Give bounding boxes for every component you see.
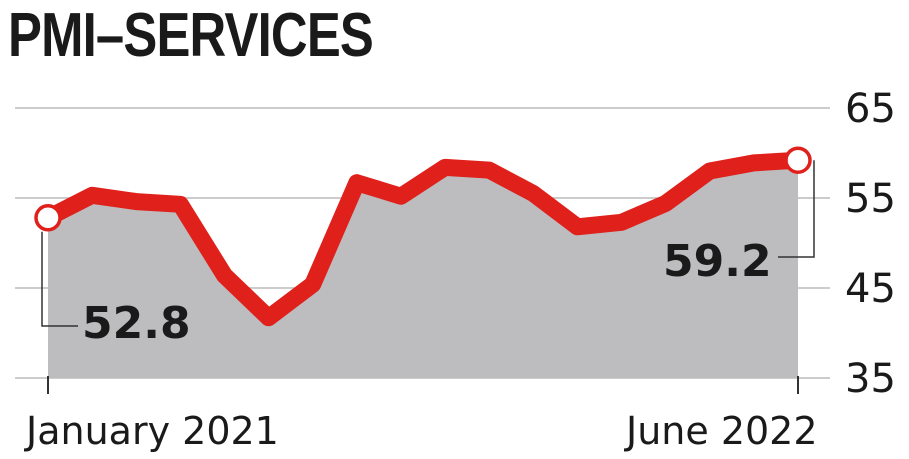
y-tick-labels: 65 55 45 35 (845, 86, 896, 402)
annotation-label: 59.2 (663, 236, 772, 287)
series-line (39, 151, 807, 327)
point-markers (34, 146, 812, 232)
annotation-leader (41, 231, 78, 327)
annotation-leaders (41, 160, 815, 327)
endpoint-marker (34, 204, 62, 232)
y-tick-label: 65 (845, 86, 896, 132)
endpoint-marker (784, 146, 812, 174)
y-tick-label: 45 (845, 266, 896, 312)
chart-title: PMI–SERVICES (8, 1, 374, 70)
x-tick-label: June 2022 (624, 409, 818, 453)
y-tick-label: 55 (845, 176, 896, 222)
data-annotations: 52.8 59.2 (82, 236, 772, 349)
y-tick-label: 35 (845, 356, 896, 402)
annotation-label: 52.8 (82, 298, 191, 349)
annotation-leader (778, 160, 815, 258)
area-fill (48, 160, 798, 378)
x-tick-label: January 2021 (24, 409, 279, 453)
x-tick-labels: January 2021 June 2022 (24, 376, 818, 453)
